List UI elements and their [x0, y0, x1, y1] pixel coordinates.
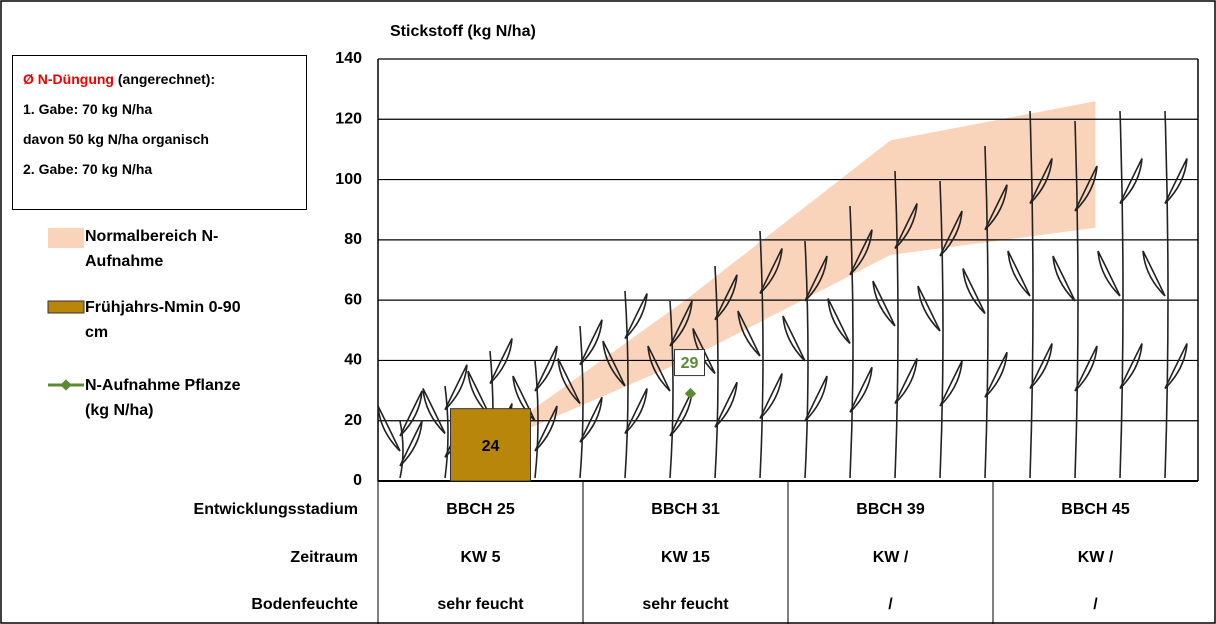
legend-entry: Frühjahrs-Nmin 0-90 cm [85, 295, 265, 345]
fertilization-heading: Ø N-Düngung (angerechnet): [23, 64, 306, 94]
plant-stem [1120, 111, 1123, 478]
legend-entry: Normalbereich N-Aufnahme [85, 224, 265, 274]
x-tick-label: BBCH 31 [651, 501, 720, 518]
chart-title: Stickstoff (kg N/ha) [390, 23, 536, 40]
table-cell: KW / [873, 549, 909, 566]
y-tick-label: 140 [335, 50, 362, 67]
legend-swatch [60, 379, 71, 390]
plant-leaf [1098, 251, 1120, 296]
y-tick-label: 40 [344, 352, 362, 369]
table-cell: KW / [1078, 549, 1114, 566]
plant-stem [1165, 111, 1168, 478]
point [685, 388, 696, 399]
plant-leaf [873, 281, 895, 326]
plant-leaf [1143, 251, 1165, 296]
plant-leaf [783, 316, 805, 361]
plant-leaf [828, 299, 850, 344]
y-tick-label: 60 [344, 291, 362, 308]
y-tick-label: 120 [335, 111, 362, 128]
legend-entry: N-Aufnahme Pflanze (kg N/ha) [85, 373, 265, 423]
table-cell: sehr feucht [437, 596, 524, 613]
bar-label: 24 [482, 438, 500, 455]
plant-leaf [445, 365, 467, 410]
plant-leaf [918, 286, 940, 331]
row-label: Entwicklungsstadium [194, 501, 358, 518]
table-cell: KW 15 [661, 549, 710, 566]
table-cell: KW 5 [461, 549, 501, 566]
fertilization-box: Ø N-Düngung (angerechnet): 1. Gabe: 70 k… [12, 55, 307, 210]
fertilization-line: 1. Gabe: 70 kg N/ha [23, 94, 306, 124]
row-label: Bodenfeuchte [251, 596, 358, 613]
x-tick-label: BBCH 45 [1061, 501, 1130, 518]
fertilization-line: davon 50 kg N/ha organisch [23, 124, 306, 154]
plant-leaf [1165, 159, 1187, 204]
plant-leaf [535, 346, 557, 391]
plant-leaf [1008, 251, 1030, 296]
plant-leaf [378, 406, 400, 451]
heading: Ø N-Düngung [23, 71, 114, 87]
x-tick-label: BBCH 25 [446, 501, 515, 518]
y-tick-label: 80 [344, 231, 362, 248]
x-tick-label: BBCH 39 [856, 501, 925, 518]
heading-note: (angerechnet): [118, 71, 215, 87]
y-tick-label: 0 [353, 472, 362, 489]
table-cell: sehr feucht [642, 596, 729, 613]
table-cell: / [888, 596, 893, 613]
legend-swatch [48, 228, 84, 248]
page: Stickstoff (kg N/ha) 0 20 40 60 80 100 120 140 2… [0, 0, 1216, 624]
y-tick-label: 20 [344, 412, 362, 429]
y-tick-label: 100 [335, 171, 362, 188]
legend-swatch [48, 301, 84, 313]
point-label: 29 [681, 355, 699, 372]
plant-leaf [580, 320, 602, 365]
plant-leaf [963, 269, 985, 314]
plant-leaf [1053, 256, 1075, 301]
fertilization-line: 2. Gabe: 70 kg N/ha [23, 154, 306, 184]
plant-leaf [423, 389, 445, 434]
plant-leaf [1120, 159, 1142, 204]
row-label: Zeitraum [290, 549, 358, 566]
table-cell: / [1093, 596, 1098, 613]
plant-stem [445, 386, 448, 478]
